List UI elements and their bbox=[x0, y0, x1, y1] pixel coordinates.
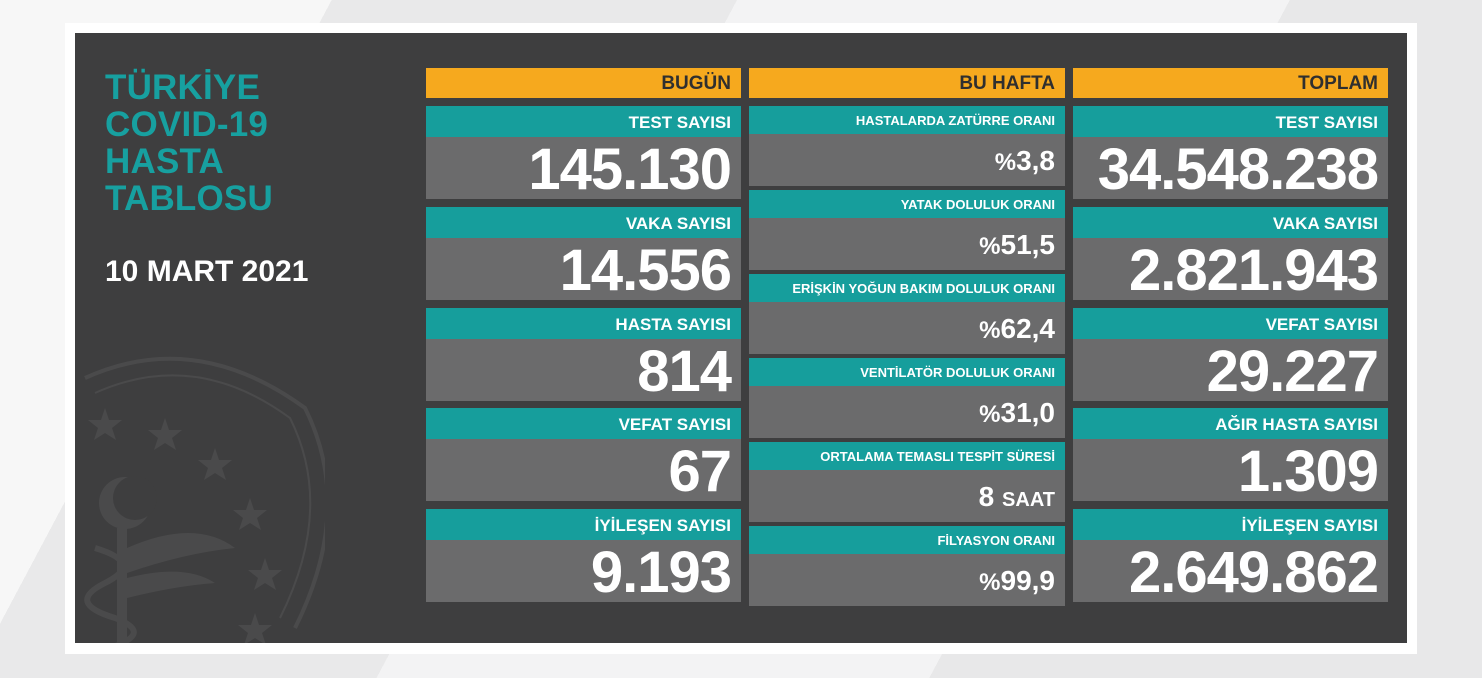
rate-card: ERİŞKİN YOĞUN BAKIM DOLULUK ORANI %62,4 bbox=[749, 274, 1065, 354]
rate-number: 31,0 bbox=[1000, 397, 1056, 428]
rate-label: VENTİLATÖR DOLULUK ORANI bbox=[749, 358, 1065, 386]
stat-label: İYİLEŞEN SAYISI bbox=[426, 509, 741, 540]
rate-value: 8 SAAT bbox=[749, 470, 1065, 522]
stat-label: İYİLEŞEN SAYISI bbox=[1073, 509, 1388, 540]
rate-value: %51,5 bbox=[749, 218, 1065, 270]
stat-value: 2.821.943 bbox=[1073, 238, 1388, 300]
rate-label: HASTALARDA ZATÜRRE ORANI bbox=[749, 106, 1065, 134]
title-line: TABLOSU bbox=[105, 179, 273, 218]
ministry-emblem-icon bbox=[84, 356, 325, 643]
rate-card: VENTİLATÖR DOLULUK ORANI %31,0 bbox=[749, 358, 1065, 438]
stat-value: 67 bbox=[426, 439, 741, 501]
rate-label: ORTALAMA TEMASLI TESPİT SÜRESİ bbox=[749, 442, 1065, 470]
stat-card: VEFAT SAYISI 67 bbox=[426, 408, 741, 501]
stat-value: 14.556 bbox=[426, 238, 741, 300]
title-line: TÜRKİYE bbox=[105, 68, 261, 107]
stat-label: TEST SAYISI bbox=[1073, 106, 1388, 137]
rate-label: FİLYASYON ORANI bbox=[749, 526, 1065, 554]
stat-value: 145.130 bbox=[426, 137, 741, 199]
stat-card: AĞIR HASTA SAYISI 1.309 bbox=[1073, 408, 1388, 501]
rate-number: 62,4 bbox=[1000, 313, 1056, 344]
page-title: TÜRKİYE COVID-19 HASTA TABLOSU bbox=[105, 69, 273, 217]
rate-value: %99,9 bbox=[749, 554, 1065, 606]
stat-value: 9.193 bbox=[426, 540, 741, 602]
stat-card: İYİLEŞEN SAYISI 9.193 bbox=[426, 509, 741, 602]
stat-label: VAKA SAYISI bbox=[426, 207, 741, 238]
stat-label: HASTA SAYISI bbox=[426, 308, 741, 339]
rate-value: %31,0 bbox=[749, 386, 1065, 438]
stat-card: TEST SAYISI 145.130 bbox=[426, 106, 741, 199]
rate-value: %3,8 bbox=[749, 134, 1065, 186]
stat-card: VAKA SAYISI 2.821.943 bbox=[1073, 207, 1388, 300]
covid-table-panel: TÜRKİYE COVID-19 HASTA TABLOSU 10 MART 2… bbox=[75, 33, 1407, 643]
rate-card: YATAK DOLULUK ORANI %51,5 bbox=[749, 190, 1065, 270]
percent-sign: % bbox=[979, 569, 1001, 596]
percent-sign: % bbox=[994, 149, 1017, 176]
rate-value: %62,4 bbox=[749, 302, 1065, 354]
stat-value: 34.548.238 bbox=[1073, 137, 1388, 199]
percent-sign: % bbox=[979, 401, 1001, 428]
report-date: 10 MART 2021 bbox=[105, 255, 309, 288]
rate-number: 3,8 bbox=[1016, 145, 1055, 176]
header-today: BUGÜN bbox=[426, 68, 741, 98]
rate-label: YATAK DOLULUK ORANI bbox=[749, 190, 1065, 218]
stat-card: TEST SAYISI 34.548.238 bbox=[1073, 106, 1388, 199]
stat-card: VEFAT SAYISI 29.227 bbox=[1073, 308, 1388, 401]
stat-value: 814 bbox=[426, 339, 741, 401]
stat-value: 29.227 bbox=[1073, 339, 1388, 401]
rate-card: FİLYASYON ORANI %99,9 bbox=[749, 526, 1065, 606]
rate-card: ORTALAMA TEMASLI TESPİT SÜRESİ 8 SAAT bbox=[749, 442, 1065, 522]
percent-sign: % bbox=[979, 317, 1001, 344]
stat-label: TEST SAYISI bbox=[426, 106, 741, 137]
rate-number: 51,5 bbox=[1000, 229, 1056, 260]
title-line: COVID-19 bbox=[105, 105, 269, 144]
header-total: TOPLAM bbox=[1073, 68, 1388, 98]
stat-label: VEFAT SAYISI bbox=[426, 408, 741, 439]
stat-value: 1.309 bbox=[1073, 439, 1388, 501]
rate-number: 99,9 bbox=[1000, 565, 1056, 596]
rate-number: 8 bbox=[978, 481, 995, 512]
unit-label: SAAT bbox=[1002, 489, 1055, 511]
header-this-week: BU HAFTA bbox=[749, 68, 1065, 98]
stat-value: 2.649.862 bbox=[1073, 540, 1388, 602]
stat-label: AĞIR HASTA SAYISI bbox=[1073, 408, 1388, 439]
rate-label: ERİŞKİN YOĞUN BAKIM DOLULUK ORANI bbox=[749, 274, 1065, 302]
stat-label: VAKA SAYISI bbox=[1073, 207, 1388, 238]
percent-sign: % bbox=[979, 233, 1001, 260]
title-line: HASTA bbox=[105, 142, 224, 181]
stat-card: VAKA SAYISI 14.556 bbox=[426, 207, 741, 300]
stat-card: İYİLEŞEN SAYISI 2.649.862 bbox=[1073, 509, 1388, 602]
stat-card: HASTA SAYISI 814 bbox=[426, 308, 741, 401]
rate-card: HASTALARDA ZATÜRRE ORANI %3,8 bbox=[749, 106, 1065, 186]
stat-label: VEFAT SAYISI bbox=[1073, 308, 1388, 339]
